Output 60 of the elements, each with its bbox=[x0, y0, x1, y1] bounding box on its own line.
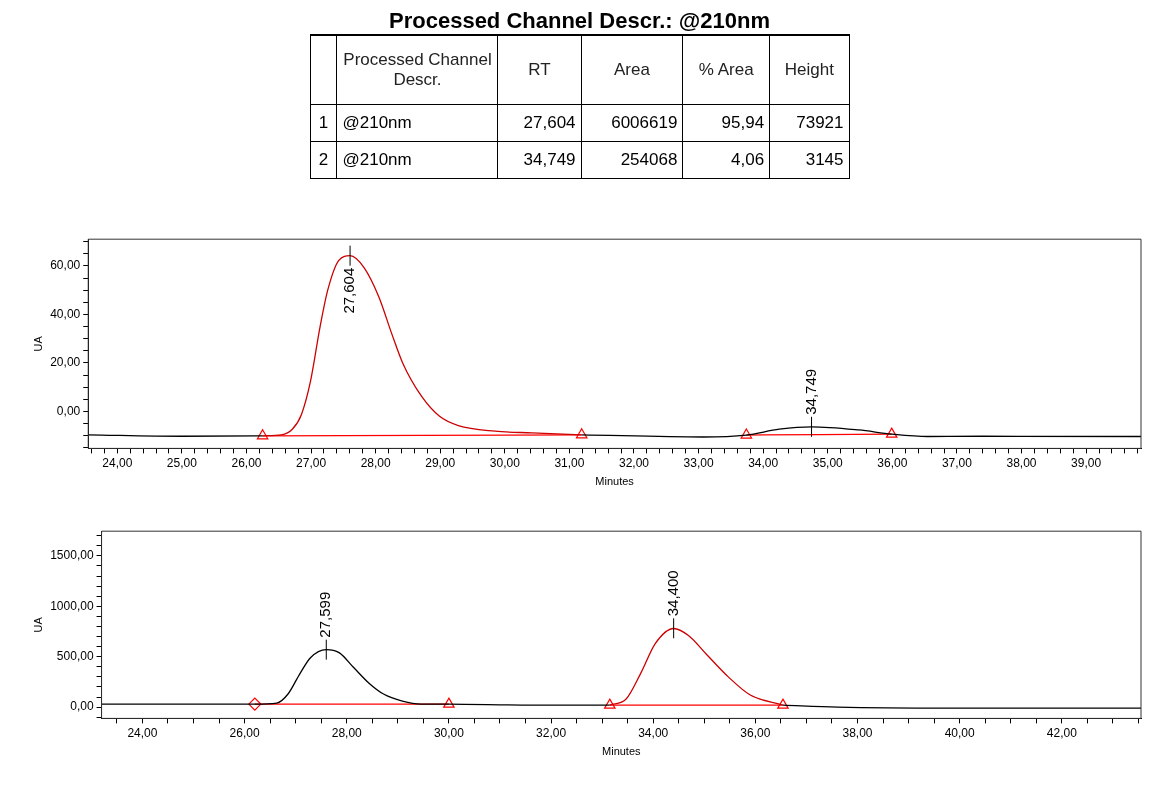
category-label: % Area bbox=[682, 35, 770, 105]
x-tick-label: 34,00 bbox=[748, 455, 779, 470]
x-tick-label: 27,00 bbox=[296, 455, 327, 470]
x-tick-label: 38,00 bbox=[842, 725, 873, 740]
y-tick-label: 1000,00 bbox=[50, 598, 94, 613]
x-tick-label: 24,00 bbox=[127, 725, 158, 740]
x-tick-label: 28,00 bbox=[360, 455, 391, 470]
text: @210nm bbox=[336, 104, 498, 142]
category-label: Area bbox=[581, 35, 683, 105]
x-tick-label: 32,00 bbox=[536, 725, 567, 740]
y-tick-label: 60,00 bbox=[50, 258, 81, 273]
x-tick-label: 33,00 bbox=[683, 455, 714, 470]
x-tick-label: 38,00 bbox=[1006, 455, 1037, 470]
y-tick-label: 40,00 bbox=[50, 306, 81, 321]
y-tick-label: 20,00 bbox=[50, 355, 81, 370]
category-label: RT bbox=[497, 35, 582, 105]
text: 73921 bbox=[769, 104, 849, 142]
text: 2 bbox=[310, 141, 337, 179]
x-tick-label: 30,00 bbox=[489, 455, 521, 470]
x-tick-label: 30,00 bbox=[433, 725, 465, 740]
text: 34,749 bbox=[497, 141, 582, 179]
x-axis-title: Minutes bbox=[602, 745, 642, 758]
x-tick-label: 40,00 bbox=[944, 725, 976, 740]
text: 1 bbox=[310, 104, 337, 142]
x-axis-title: Minutes bbox=[595, 475, 635, 488]
x-tick-label: 31,00 bbox=[554, 455, 585, 470]
x-tick-label: 26,00 bbox=[229, 725, 260, 740]
x-tick-label: 25,00 bbox=[166, 455, 198, 470]
y-tick-label: 0,00 bbox=[70, 699, 94, 714]
text: @210nm bbox=[336, 141, 498, 179]
x-tick-label: 42,00 bbox=[1046, 725, 1078, 740]
y-tick-label: 1500,00 bbox=[50, 548, 94, 563]
x-tick-label: 29,00 bbox=[425, 455, 456, 470]
annotation: 27,599 bbox=[316, 591, 334, 638]
x-tick-label: 24,00 bbox=[102, 455, 133, 470]
x-tick-label: 36,00 bbox=[877, 455, 908, 470]
category-label: Processed Channel Descr. bbox=[336, 35, 498, 105]
text: 95,94 bbox=[682, 104, 770, 142]
text: 254068 bbox=[581, 141, 683, 179]
x-tick-label: 26,00 bbox=[231, 455, 262, 470]
x-tick-label: 28,00 bbox=[331, 725, 363, 740]
annotation: 34,400 bbox=[663, 570, 681, 617]
y-axis-title: UA bbox=[31, 335, 44, 352]
x-tick-label: 35,00 bbox=[812, 455, 844, 470]
text: 27,604 bbox=[497, 104, 582, 142]
y-tick-label: 0,00 bbox=[56, 403, 81, 418]
x-tick-label: 32,00 bbox=[618, 455, 650, 470]
annotation: 34,749 bbox=[801, 368, 819, 415]
x-tick-label: 37,00 bbox=[941, 455, 973, 470]
text: 6006619 bbox=[581, 104, 683, 142]
annotation: 27,604 bbox=[340, 267, 358, 314]
text: Processed Channel Descr.: @210nm bbox=[388, 8, 771, 34]
x-tick-label: 39,00 bbox=[1071, 455, 1102, 470]
x-tick-label: 34,00 bbox=[638, 725, 669, 740]
y-axis-title: UA bbox=[31, 616, 44, 633]
text: 3145 bbox=[769, 141, 849, 179]
category-label: Height bbox=[769, 35, 849, 105]
x-tick-label: 36,00 bbox=[740, 725, 771, 740]
text: 4,06 bbox=[682, 141, 770, 179]
y-tick-label: 500,00 bbox=[56, 649, 94, 664]
